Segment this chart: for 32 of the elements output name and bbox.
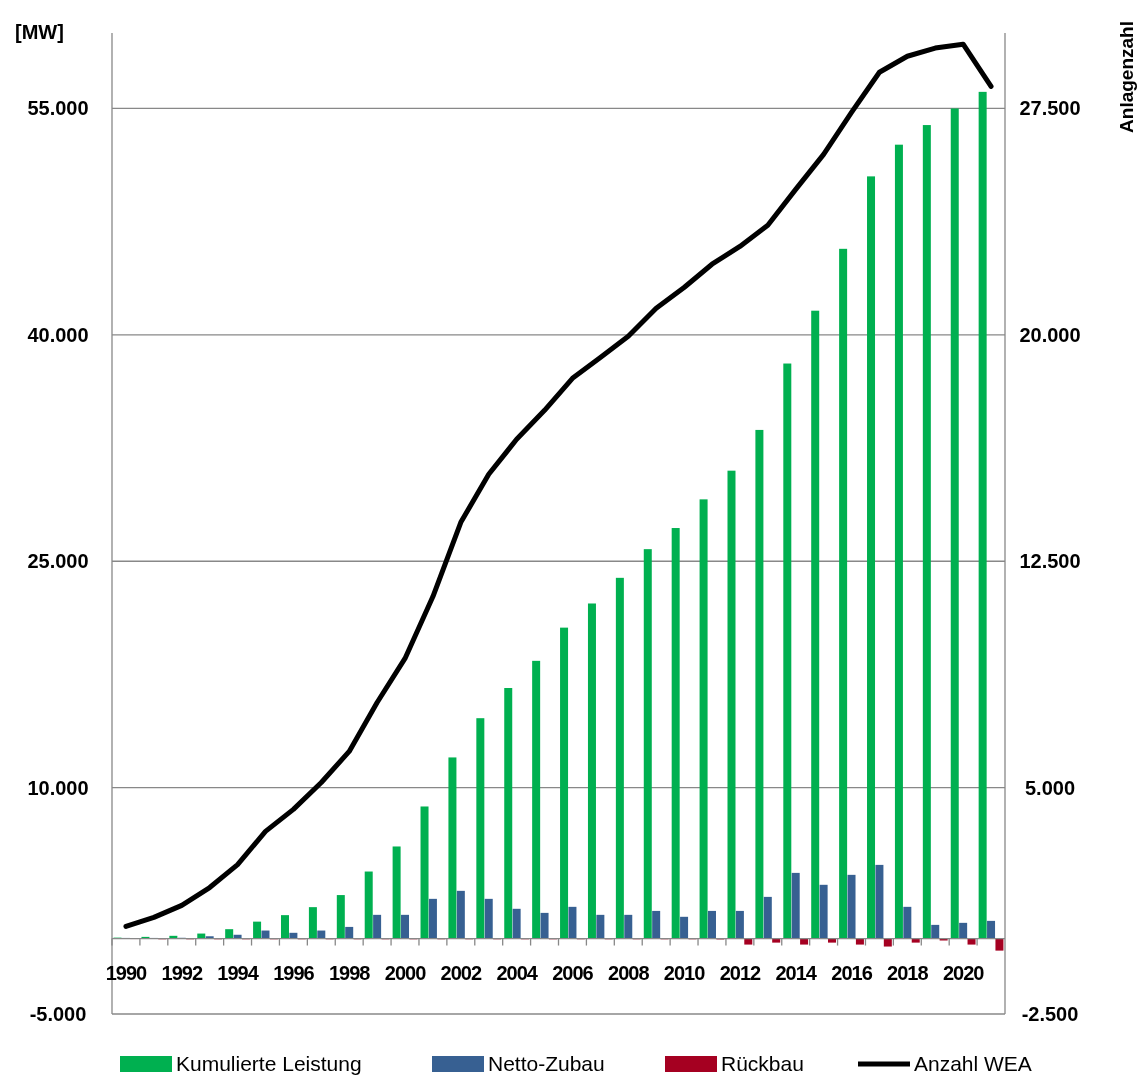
y-tick-label: -5.000 <box>29 1003 87 1025</box>
x-tick-label: 1990 <box>105 961 148 984</box>
x-tick-label: 2006 <box>552 961 594 984</box>
x-tick-label: 2016 <box>831 961 873 984</box>
y2-tick-label: -2.500 <box>1021 1003 1079 1025</box>
x-tick-label: 1996 <box>273 961 315 984</box>
y2-tick-label: 27.500 <box>1019 97 1081 120</box>
x-tick-label: 2020 <box>942 961 985 984</box>
y-axis-title: [MW] <box>15 21 64 43</box>
x-tick-label: 2012 <box>719 961 762 984</box>
y-tick-label: 25.000 <box>27 550 89 573</box>
legend-label: Rückbau <box>721 1052 804 1075</box>
x-tick-label: 1994 <box>217 961 260 984</box>
x-tick-label: 2018 <box>887 961 929 984</box>
x-tick-label: 2000 <box>384 961 427 984</box>
x-tick-label: 1992 <box>161 961 203 984</box>
y2-tick-label: 12.500 <box>1019 550 1081 573</box>
y2-axis-title: Anlagenzahl <box>1116 21 1137 133</box>
legend-label: Netto-Zubau <box>488 1052 605 1075</box>
legend-label: Kumulierte Leistung <box>176 1052 362 1075</box>
x-tick-label: 2010 <box>663 961 706 984</box>
x-tick-label: 2002 <box>440 961 482 984</box>
x-tick-label: 2014 <box>775 961 818 984</box>
x-tick-label: 1998 <box>328 961 371 984</box>
x-tick-label: 2008 <box>608 961 650 984</box>
y-tick-label: 10.000 <box>27 776 89 799</box>
y-tick-label: 40.000 <box>27 323 89 346</box>
legend-label: Anzahl WEA <box>914 1052 1032 1075</box>
y-tick-label: 55.000 <box>27 97 89 120</box>
y2-tick-label: 20.000 <box>1019 323 1081 346</box>
y2-tick-label: 5.000 <box>1024 776 1076 799</box>
x-tick-label: 2004 <box>496 961 539 984</box>
